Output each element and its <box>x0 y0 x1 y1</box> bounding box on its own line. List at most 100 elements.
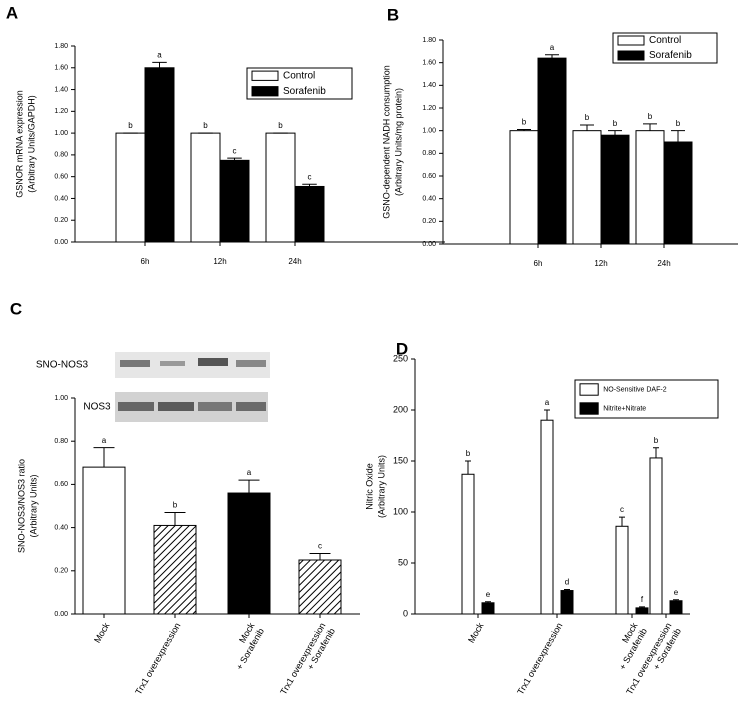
bar <box>144 67 175 243</box>
bar <box>669 600 683 615</box>
bar <box>115 132 146 243</box>
error-bar <box>564 589 570 591</box>
significance-letter: d <box>565 578 569 587</box>
significance-letter: c <box>308 172 312 181</box>
error-bar <box>673 599 679 601</box>
significance-letter: f <box>641 595 644 604</box>
legend-swatch <box>579 402 599 415</box>
panel-letter: A <box>6 3 18 22</box>
blot-band <box>158 402 194 411</box>
y-tick-label: 0.20 <box>54 568 68 575</box>
y-tick-label: 1.20 <box>54 108 68 115</box>
error-bar <box>93 447 115 468</box>
significance-letter: b <box>613 119 618 128</box>
y-tick-label: 200 <box>393 404 408 414</box>
error-bar <box>544 409 550 421</box>
x-tick-label: Mock <box>92 621 112 645</box>
y-tick-label: 1.40 <box>54 86 68 93</box>
significance-letter: b <box>676 119 681 128</box>
y-axis-label: GSNOR mRNA expression <box>14 90 24 198</box>
legend-label: Sorafenib <box>649 50 692 61</box>
bar <box>537 57 567 245</box>
x-tick-label: Mock <box>466 621 486 645</box>
bar <box>572 130 602 245</box>
legend-label: Nitrite+Nitrate <box>603 405 646 412</box>
bar <box>481 602 495 615</box>
error-bar <box>465 460 471 475</box>
significance-letter: e <box>674 588 679 597</box>
x-tick-label-line: Trx1 overexpression <box>134 621 183 696</box>
blot-band <box>198 358 228 366</box>
y-tick-label: 150 <box>393 455 408 465</box>
y-tick-label: 0.00 <box>54 611 68 618</box>
legend-label: Control <box>283 70 315 81</box>
bar <box>649 457 663 615</box>
y-tick-label: 1.60 <box>54 65 68 72</box>
bar <box>461 473 475 615</box>
blot-band <box>120 360 150 367</box>
bar <box>298 559 342 615</box>
legend-box <box>574 379 719 419</box>
y-axis-label: (Arbitrary Units/mg protein) <box>393 88 403 196</box>
panel: B 0.00 0.20 0.40 0.60 0.80 1.00 1.20 1.40 1.60 1.8… <box>381 5 738 268</box>
x-tick-label: Trx1 overexpression <box>134 621 183 696</box>
y-axis-label: (Arbitrary Units/GAPDH) <box>26 95 36 193</box>
x-tick-label-line: Mock <box>466 621 486 645</box>
significance-letter: b <box>128 121 133 130</box>
panel-letter: B <box>387 5 399 24</box>
legend-label: Control <box>649 35 681 46</box>
y-tick-label: 0.00 <box>422 241 436 248</box>
panel-letter: D <box>396 339 408 358</box>
y-tick-label: 0.60 <box>54 481 68 488</box>
bar <box>219 159 250 243</box>
error-bar <box>608 130 622 136</box>
blot-band <box>236 360 266 367</box>
y-tick-label: 0.40 <box>54 195 68 202</box>
error-bar <box>238 479 260 494</box>
significance-letter: a <box>550 43 555 52</box>
significance-letter: a <box>545 398 550 407</box>
legend-swatch <box>251 86 279 97</box>
error-bar <box>152 61 167 68</box>
significance-letter: c <box>233 146 237 155</box>
panel-letter: C <box>10 299 22 318</box>
error-bar <box>580 124 594 131</box>
blot-band <box>236 402 266 411</box>
y-tick-label: 250 <box>393 353 408 363</box>
x-tick-label-line: Trx1 overexpression <box>516 621 565 696</box>
y-axis-label: (Arbitrary Units) <box>28 474 38 537</box>
blot-band <box>118 402 154 411</box>
blot-label: SNO-NOS3 <box>36 360 89 371</box>
bar <box>635 607 649 615</box>
significance-letter: b <box>466 449 471 458</box>
y-tick-label: 0.60 <box>54 174 68 181</box>
y-tick-label: 0.20 <box>422 218 436 225</box>
x-tick-label: 6h <box>141 257 150 266</box>
y-axis-label: Nitric Oxide <box>364 463 374 510</box>
y-tick-label: 0 <box>403 608 408 618</box>
x-tick-label: Trx1 overexpression <box>516 621 565 696</box>
error-bar <box>619 516 625 527</box>
y-tick-label: 0.40 <box>422 196 436 203</box>
significance-letter: b <box>173 501 178 510</box>
bar <box>635 130 665 245</box>
legend-swatch <box>251 70 279 81</box>
x-tick-label: 6h <box>534 259 543 268</box>
y-tick-label: 0.80 <box>54 438 68 445</box>
y-axis-label: GSNO-dependent NADH consumption <box>381 65 391 219</box>
bar <box>190 132 221 243</box>
y-tick-label: 0.00 <box>54 239 68 246</box>
bar <box>560 590 574 615</box>
x-tick-label: 12h <box>594 259 607 268</box>
y-tick-label: 0.40 <box>54 524 68 531</box>
error-bar <box>671 130 685 142</box>
y-tick-label: 1.80 <box>422 37 436 44</box>
panel: A 0.00 0.20 0.40 0.60 0.80 1.00 1.20 1.40 1.60 1.8… <box>6 3 445 266</box>
error-bar <box>309 553 331 560</box>
y-tick-label: 1.00 <box>54 395 68 402</box>
x-tick-label: Mock+ Sorafenib <box>225 621 267 672</box>
y-tick-label: 0.80 <box>54 152 68 159</box>
x-tick-label: 24h <box>657 259 670 268</box>
y-tick-label: 1.60 <box>422 60 436 67</box>
